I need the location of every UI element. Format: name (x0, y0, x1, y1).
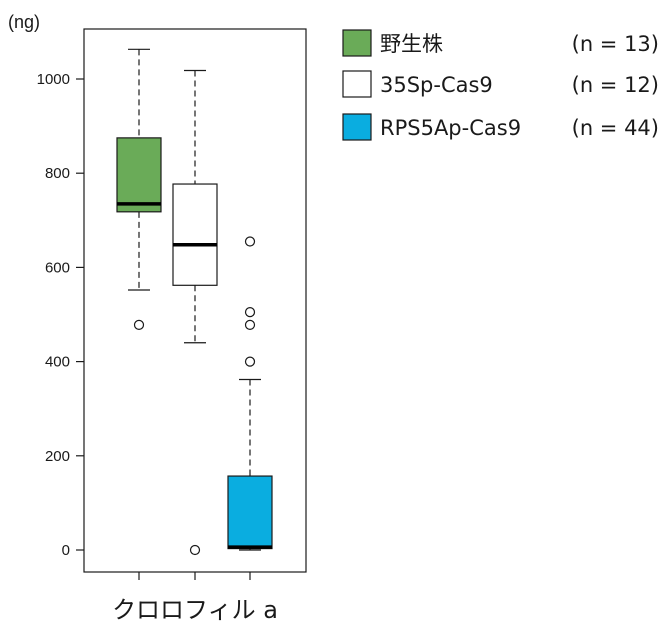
box-body (116, 137, 162, 213)
legend-count: (n = 13) (572, 32, 659, 56)
y-tick-label: 400 (45, 354, 70, 371)
outlier-point (244, 236, 256, 247)
legend-label: 35Sp-Cas9 (380, 73, 493, 97)
y-tick-label: 200 (45, 448, 70, 465)
box-2 (172, 69, 218, 556)
legend-count: (n = 44) (572, 116, 659, 140)
box-1 (116, 48, 162, 330)
x-axis (138, 572, 251, 580)
y-tick-label: 1000 (37, 71, 70, 88)
outlier-point (244, 319, 256, 330)
outlier-point (133, 319, 145, 330)
legend-swatch (342, 29, 372, 57)
outlier-point (244, 356, 256, 367)
y-tick-label: 600 (45, 259, 70, 276)
outlier-point (189, 544, 201, 556)
y-tick-label: 0 (62, 542, 70, 559)
box-body (172, 183, 218, 286)
y-axis-unit-label: (ng) (8, 12, 40, 32)
box-body (227, 475, 273, 550)
x-axis-label: クロロフィル a (112, 596, 278, 624)
legend-label: 野生株 (380, 32, 443, 56)
legend-swatch (342, 70, 372, 98)
legend-swatch (342, 113, 372, 141)
y-tick-label: 800 (45, 165, 70, 182)
legend-count: (n = 12) (572, 73, 659, 97)
y-axis: 0 200 400 600 800 1000 (37, 71, 84, 559)
box-3 (227, 236, 273, 551)
legend-label: RPS5Ap-Cas9 (380, 116, 521, 140)
legend: 野生株 (n = 13) 35Sp-Cas9 (n = 12) RPS5Ap-Cas9 (… (342, 29, 659, 141)
box-series (116, 48, 273, 556)
outlier-point (244, 307, 256, 318)
